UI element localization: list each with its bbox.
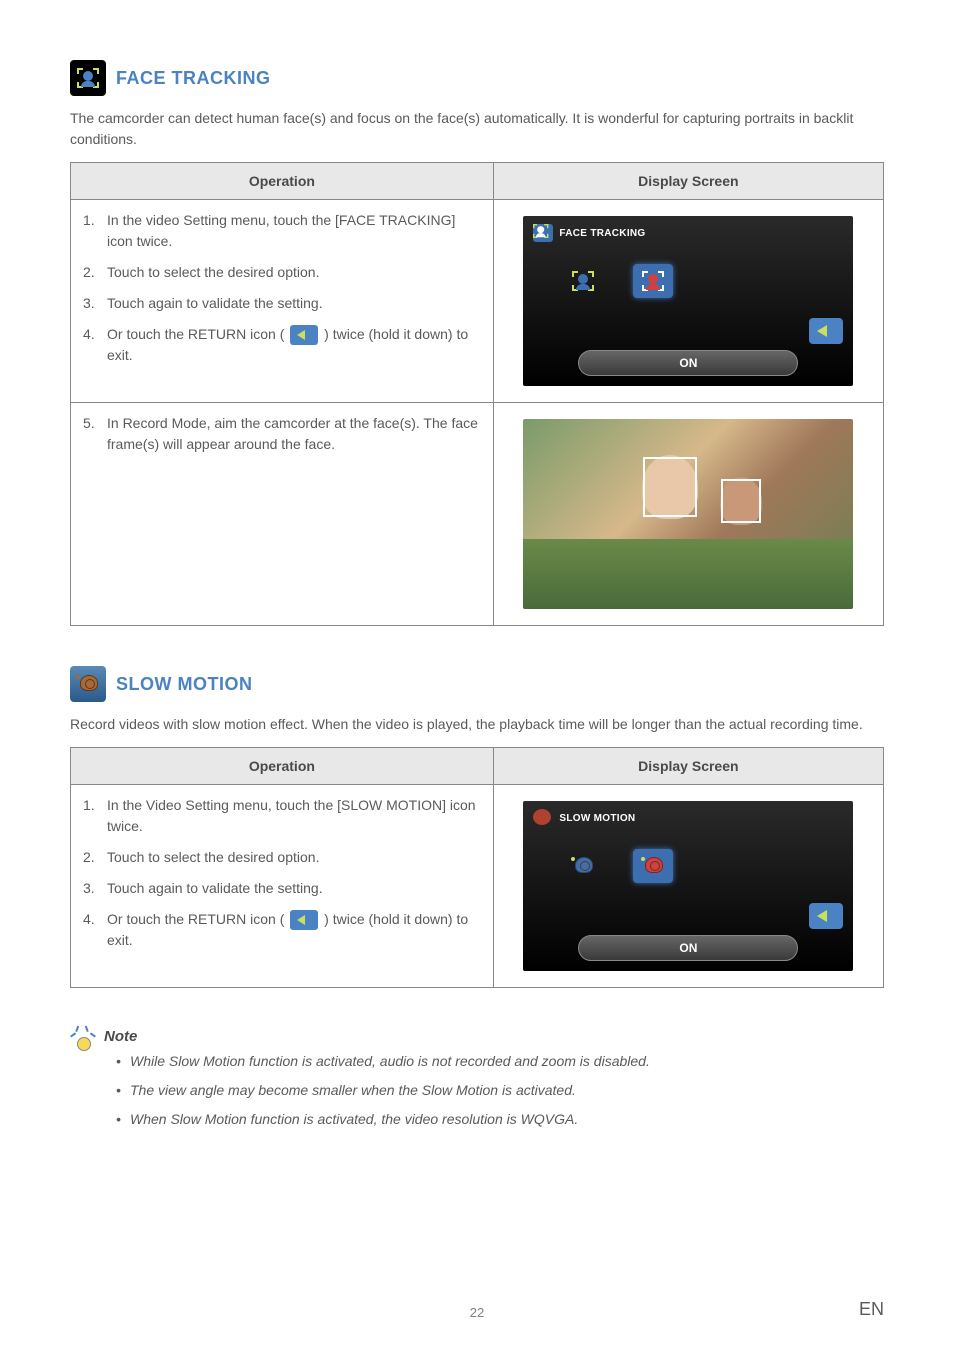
ft-options (563, 264, 673, 298)
ft-screen-icon (533, 224, 553, 242)
ft-screen: FACE TRACKING (523, 216, 853, 386)
ft-step-5: In Record Mode, aim the camcorder at the… (83, 413, 485, 455)
slow-motion-intro: Record videos with slow motion effect. W… (70, 714, 884, 735)
face-tracking-photo (523, 419, 853, 609)
sm-options (563, 849, 673, 883)
screen-return-icon[interactable] (809, 903, 843, 929)
sm-row1-operation: In the Video Setting menu, touch the [SL… (71, 785, 494, 988)
sm-step-4a: Or touch the RETURN icon ( (107, 911, 284, 927)
face-tracking-title: FACE TRACKING (116, 68, 271, 89)
sm-screen: SLOW MOTION ON (523, 801, 853, 971)
sm-th-display: Display Screen (493, 748, 883, 785)
sm-step-3: Touch again to validate the setting. (83, 878, 485, 899)
return-icon (290, 910, 318, 930)
sm-th-operation: Operation (71, 748, 494, 785)
face-tracking-icon (70, 60, 106, 96)
face-tracking-table: Operation Display Screen In the video Se… (70, 162, 884, 626)
slow-motion-table: Operation Display Screen In the Video Se… (70, 747, 884, 988)
sm-row1-display: SLOW MOTION ON (493, 785, 883, 988)
face-tracking-header: FACE TRACKING (70, 60, 884, 96)
screen-return-icon[interactable] (809, 318, 843, 344)
note-title: Note (104, 1028, 884, 1045)
ft-opt-off-icon[interactable] (563, 264, 603, 298)
return-icon (290, 325, 318, 345)
face-frame-2 (721, 479, 761, 523)
note-item-3: When Slow Motion function is activated, … (116, 1109, 884, 1130)
page-lang: EN (859, 1299, 884, 1320)
sm-screen-title: SLOW MOTION (559, 813, 635, 824)
sm-opt-on-icon[interactable] (633, 849, 673, 883)
lightbulb-icon (70, 1028, 98, 1056)
sm-step-4: Or touch the RETURN icon ( ) twice (hold… (83, 909, 485, 951)
ft-step-4: Or touch the RETURN icon ( ) twice (hold… (83, 324, 485, 366)
note-item-1: While Slow Motion function is activated,… (116, 1051, 884, 1072)
ft-screen-title: FACE TRACKING (559, 228, 645, 239)
sm-status: ON (578, 935, 798, 961)
ft-row2-operation: In Record Mode, aim the camcorder at the… (71, 403, 494, 626)
ft-row1-display: FACE TRACKING (493, 200, 883, 403)
ft-step-2: Touch to select the desired option. (83, 262, 485, 283)
sm-step-2: Touch to select the desired option. (83, 847, 485, 868)
slow-motion-title: SLOW MOTION (116, 674, 252, 695)
slow-motion-icon (70, 666, 106, 702)
sm-opt-off-icon[interactable] (563, 849, 603, 883)
slow-motion-header: SLOW MOTION (70, 666, 884, 702)
ft-row2-display (493, 403, 883, 626)
note-block: Note While Slow Motion function is activ… (70, 1028, 884, 1138)
ft-row1-operation: In the video Setting menu, touch the [FA… (71, 200, 494, 403)
note-list: While Slow Motion function is activated,… (104, 1051, 884, 1130)
sm-step-1: In the Video Setting menu, touch the [SL… (83, 795, 485, 837)
ft-status: ON (578, 350, 798, 376)
note-item-2: The view angle may become smaller when t… (116, 1080, 884, 1101)
sm-screen-icon (533, 809, 551, 825)
ft-step-4a: Or touch the RETURN icon ( (107, 326, 284, 342)
ft-opt-on-icon[interactable] (633, 264, 673, 298)
face-tracking-intro: The camcorder can detect human face(s) a… (70, 108, 884, 150)
ft-step-3: Touch again to validate the setting. (83, 293, 485, 314)
ft-step-1: In the video Setting menu, touch the [FA… (83, 210, 485, 252)
page-number: 22 (470, 1305, 484, 1320)
face-frame-1 (643, 457, 697, 517)
th-operation: Operation (71, 163, 494, 200)
th-display: Display Screen (493, 163, 883, 200)
